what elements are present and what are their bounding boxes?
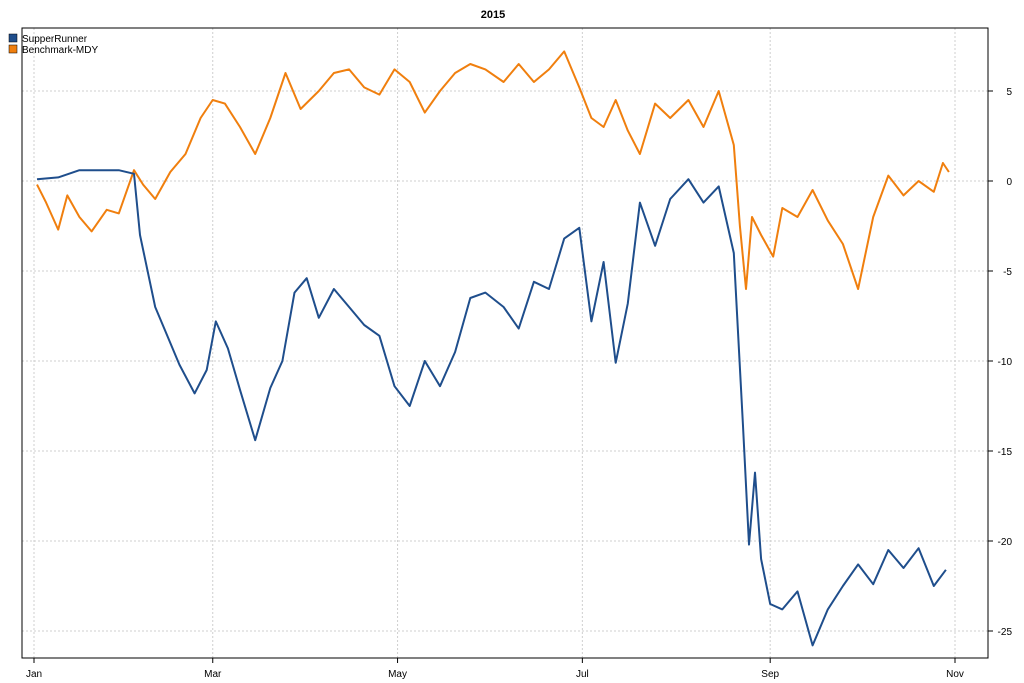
y-tick-label: -15 (998, 447, 1013, 458)
legend-label: Benchmark-MDY (22, 45, 98, 56)
axes: Jan Mar May Jul Sep Nov 5 0 -5 -10 -15 -20 -25 (26, 87, 1013, 680)
x-tick-label: Mar (204, 669, 222, 680)
y-tick-label: -25 (998, 627, 1013, 638)
chart-title: 2015 (481, 9, 505, 21)
y-tick-label: -20 (998, 537, 1013, 548)
y-tick-label: -5 (1003, 267, 1012, 278)
legend-swatch (8, 33, 18, 43)
legend-label: SupperRunner (22, 34, 88, 45)
x-tick-label: Jan (26, 669, 42, 680)
x-tick-label: Sep (761, 669, 779, 680)
series-lines (36, 50, 950, 647)
x-tick-label: May (388, 669, 407, 680)
y-tick-label: 0 (1006, 177, 1012, 188)
y-tick-label: 5 (1006, 87, 1012, 98)
legend-swatch (8, 44, 18, 54)
grid (22, 28, 988, 658)
x-tick-label: Nov (946, 669, 964, 680)
y-tick-label: -10 (998, 357, 1013, 368)
series-line-supperrunner (36, 169, 947, 647)
x-tick-label: Jul (576, 669, 589, 680)
plot-frame (21, 27, 989, 659)
series-line-benchmark-mdy (36, 50, 950, 290)
